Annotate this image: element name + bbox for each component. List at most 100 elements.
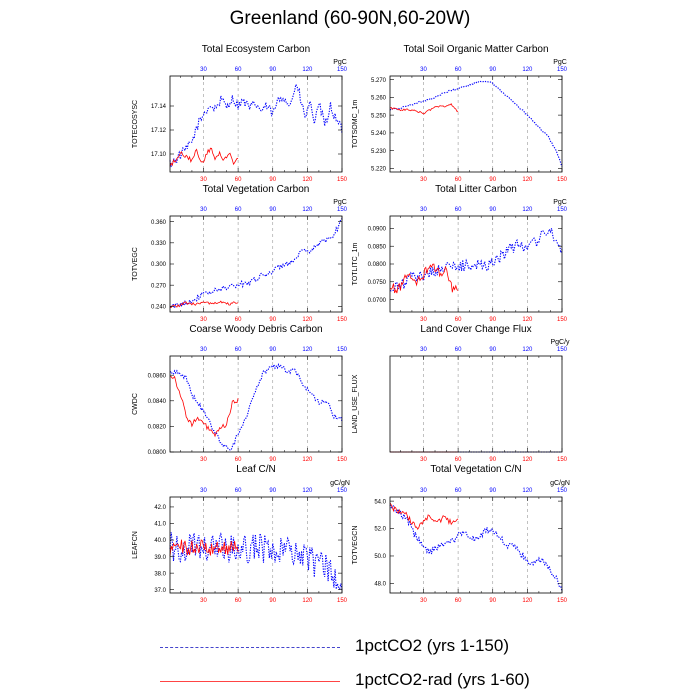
x-tick-label-bottom: 60	[235, 177, 242, 183]
y-tick-label: 0.0750	[368, 280, 387, 286]
x-tick-label-bottom: 90	[489, 457, 496, 463]
x-tick-label-bottom: 30	[200, 598, 207, 604]
x-tick-label-bottom: 120	[522, 598, 533, 604]
y-tick-label: 5.260	[371, 96, 387, 102]
x-tick-label-bottom: 30	[200, 317, 207, 323]
x-tick-label-top: 150	[337, 488, 348, 494]
x-tick-label-bottom: 120	[302, 598, 313, 604]
x-tick-label-top: 90	[269, 67, 276, 73]
series-line-b	[169, 539, 239, 557]
chart-panel-3: Total Vegetation Carbon PgC TOTVEGC 30 30 60 6…	[132, 184, 348, 323]
x-tick-label-bottom: 120	[522, 177, 533, 183]
x-tick-label-top: 120	[302, 347, 313, 353]
legend-entry-1pctco2-rad: 1pctCO2-rad (yrs 1-60)	[160, 670, 580, 694]
x-tick-label-top: 60	[235, 207, 242, 213]
y-tick-label: 17.12	[151, 128, 167, 134]
x-tick-label-top: 120	[302, 488, 313, 494]
y-tick-label: 41.0	[154, 522, 166, 528]
x-tick-label-bottom: 60	[235, 598, 242, 604]
y-axis-label: LAND_USE_FLUX	[352, 374, 359, 433]
x-tick-label-bottom: 60	[235, 317, 242, 323]
y-axis-label: TOTECOSYSC	[132, 100, 139, 148]
y-axis-label: LEAFCN	[132, 531, 139, 559]
y-tick-label: 40.0	[154, 538, 166, 544]
unit-label: PgC	[553, 199, 567, 206]
y-tick-label: 5.240	[371, 131, 387, 137]
x-tick-label-top: 30	[200, 67, 207, 73]
x-tick-label-top: 60	[455, 67, 462, 73]
plot-frame	[389, 75, 563, 173]
panel-title: Land Cover Change Flux	[420, 324, 531, 335]
chart-panel-1: Total Ecosystem Carbon PgC TOTECOSYSC 30 30 6…	[132, 44, 348, 183]
x-tick-label-bottom: 150	[557, 177, 568, 183]
x-tick-label-top: 30	[200, 347, 207, 353]
panel-title: Total Litter Carbon	[435, 184, 517, 195]
chart-panel-2: Total Soil Organic Matter Carbon PgC TOTSO…	[352, 44, 568, 183]
unit-label: gC/gN	[330, 480, 350, 487]
x-tick-label-top: 60	[235, 67, 242, 73]
x-tick-label-top: 120	[522, 347, 533, 353]
x-tick-label-top: 30	[200, 207, 207, 213]
y-tick-label: 0.0800	[368, 262, 387, 268]
y-tick-label: 0.0700	[368, 298, 387, 304]
unit-label: PgC	[333, 199, 347, 206]
y-tick-label: 0.270	[151, 283, 167, 289]
x-tick-label-bottom: 90	[269, 177, 276, 183]
y-axis-label: CWDC	[132, 393, 139, 415]
y-tick-label: 39.0	[154, 555, 166, 561]
y-tick-label: 0.0860	[148, 373, 167, 379]
y-tick-label: 5.220	[371, 167, 387, 173]
x-tick-label-top: 120	[522, 67, 533, 73]
unit-label: PgC/y	[550, 339, 570, 346]
unit-label: gC/gN	[550, 480, 570, 487]
series-line-b	[169, 300, 239, 309]
y-axis-label: TOTVEGCN	[352, 526, 359, 565]
y-tick-label: 54.0	[374, 499, 386, 505]
x-tick-label-bottom: 90	[269, 598, 276, 604]
series-line-b	[389, 263, 459, 294]
y-tick-label: 0.240	[151, 305, 167, 311]
y-tick-label: 0.300	[151, 262, 167, 268]
chart-panel-5: Coarse Woody Debris Carbon CWDC 30 30 60 60 90…	[132, 324, 348, 463]
x-tick-label-bottom: 30	[200, 457, 207, 463]
x-tick-label-top: 150	[337, 207, 348, 213]
x-tick-label-bottom: 120	[522, 457, 533, 463]
x-tick-label-bottom: 150	[337, 598, 348, 604]
panel-title: Total Soil Organic Matter Carbon	[403, 44, 548, 55]
x-tick-label-top: 60	[455, 207, 462, 213]
series-line-b	[169, 147, 239, 167]
x-tick-label-bottom: 60	[235, 457, 242, 463]
y-tick-label: 17.10	[151, 152, 167, 158]
plot-frame	[169, 215, 343, 313]
panel-title: Total Vegetation C/N	[430, 464, 521, 475]
plot-frame	[389, 355, 563, 453]
x-tick-label-bottom: 60	[455, 177, 462, 183]
x-tick-label-bottom: 90	[489, 317, 496, 323]
x-tick-label-top: 90	[269, 347, 276, 353]
series-line-a	[169, 218, 343, 311]
x-tick-label-bottom: 60	[455, 457, 462, 463]
x-tick-label-top: 150	[337, 67, 348, 73]
panel-title: Total Vegetation Carbon	[203, 184, 310, 195]
y-tick-label: 52.0	[374, 527, 386, 533]
x-tick-label-top: 60	[455, 488, 462, 494]
x-tick-label-top: 90	[489, 67, 496, 73]
x-tick-label-top: 90	[489, 488, 496, 494]
chart-panel-7: Leaf C/N gC/gN LEAFCN 30 30 60 60 90 90 120 120 150…	[132, 464, 350, 604]
x-tick-label-top: 120	[522, 488, 533, 494]
figure-title: Greenland (60-90N,60-20W)	[229, 8, 471, 29]
x-tick-label-bottom: 150	[557, 457, 568, 463]
x-tick-label-top: 30	[420, 347, 427, 353]
plot-frame	[169, 355, 343, 453]
plot-frame	[169, 496, 343, 594]
y-tick-label: 0.0840	[148, 399, 167, 405]
x-tick-label-top: 120	[522, 207, 533, 213]
x-tick-label-bottom: 90	[269, 317, 276, 323]
x-tick-label-bottom: 30	[420, 457, 427, 463]
x-tick-label-top: 30	[420, 207, 427, 213]
x-tick-label-top: 120	[302, 207, 313, 213]
y-tick-label: 50.0	[374, 554, 386, 560]
legend-entry-1pctco2: 1pctCO2 (yrs 1-150)	[160, 636, 580, 660]
legend-swatch-solid	[160, 681, 340, 682]
